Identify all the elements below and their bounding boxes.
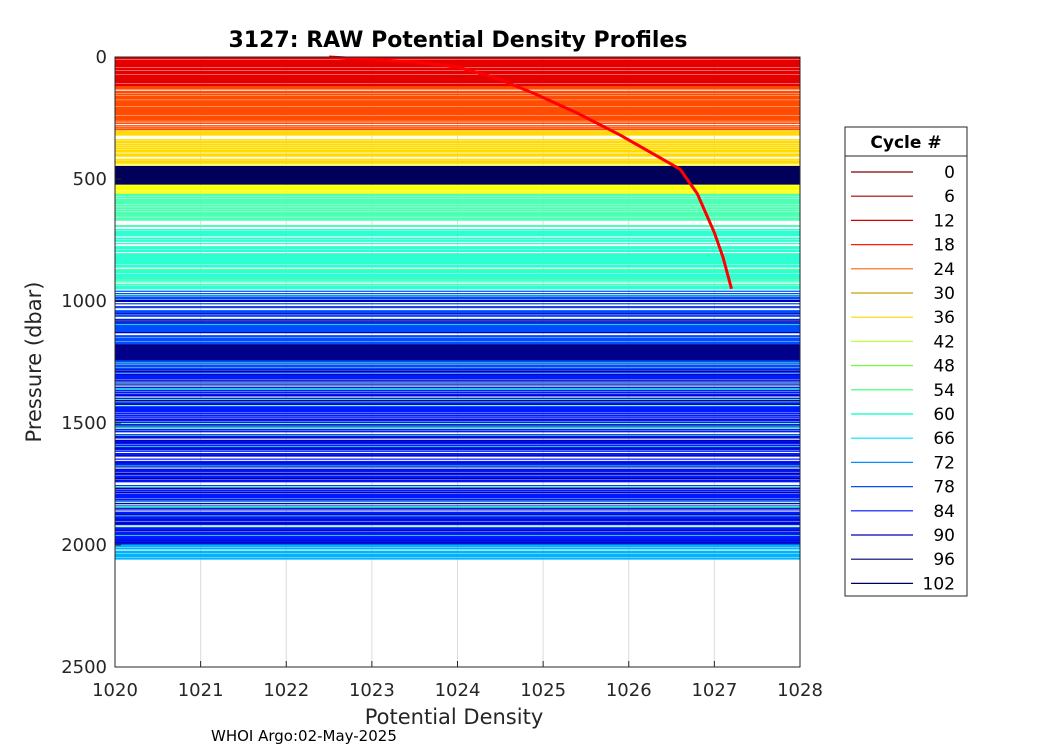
- legend-box: [844, 126, 968, 597]
- legend-label: 84: [933, 502, 955, 522]
- legend-label: 0: [944, 163, 955, 183]
- plot-area: [114, 55, 801, 668]
- legend-label: 6: [944, 187, 955, 207]
- profile-lines: [115, 57, 800, 560]
- legend-label: 48: [933, 357, 955, 377]
- chart-title: 3127: RAW Potential Density Profiles: [229, 28, 688, 53]
- legend-label: 24: [933, 260, 955, 280]
- legend-label: 36: [933, 308, 955, 328]
- x-tick-label: 1025: [520, 680, 566, 701]
- x-axis-ticks: 1020 1021 1022 1023 1024 1025 1026 1027 1028: [92, 661, 823, 701]
- y-tick-label: 1500: [61, 413, 107, 434]
- x-tick-label: 1022: [263, 680, 309, 701]
- x-tick-label: 1023: [349, 680, 395, 701]
- legend-label: 78: [933, 478, 955, 498]
- legend-label: 30: [933, 284, 955, 304]
- legend-label: 96: [933, 550, 955, 570]
- y-tick-label: 0: [96, 47, 107, 68]
- series-line: [328, 55, 733, 290]
- legend-entries: 0 6 12 18 24 30 36 42 48 54 60 66 72 78 84 90 96 102: [851, 163, 955, 594]
- x-tick-label: 1020: [92, 680, 138, 701]
- legend-label: 54: [933, 381, 955, 401]
- legend-label: 18: [933, 236, 955, 256]
- legend-label: 90: [933, 526, 955, 546]
- x-tick-label: 1028: [777, 680, 823, 701]
- y-axis-label: Pressure (dbar): [22, 282, 46, 443]
- y-axis-ticks: 0 500 1000 1500 2000 2500: [61, 47, 121, 678]
- legend-label: 42: [933, 332, 955, 352]
- footer-date: WHOI Argo:02-May-2025: [211, 727, 397, 745]
- legend-title: Cycle #: [870, 133, 941, 153]
- x-tick-label: 1024: [435, 680, 481, 701]
- x-tick-label: 1026: [606, 680, 652, 701]
- series-lines: [328, 55, 733, 290]
- x-tick-label: 1021: [178, 680, 224, 701]
- legend: Cycle # 0 6 12 18 24 30 36 42 48 54 60 66 72 78 84 90 96…: [844, 126, 968, 597]
- x-tick-label: 1027: [691, 680, 737, 701]
- legend-label: 12: [933, 211, 955, 231]
- legend-label: 72: [933, 453, 955, 473]
- x-axis-label: Potential Density: [365, 705, 544, 729]
- legend-label: 102: [923, 574, 955, 594]
- legend-label: 66: [933, 429, 955, 449]
- y-tick-label: 1000: [61, 291, 107, 312]
- legend-label: 60: [933, 405, 955, 425]
- y-tick-label: 500: [73, 169, 107, 190]
- y-tick-label: 2000: [61, 535, 107, 556]
- y-tick-label: 2500: [61, 657, 107, 678]
